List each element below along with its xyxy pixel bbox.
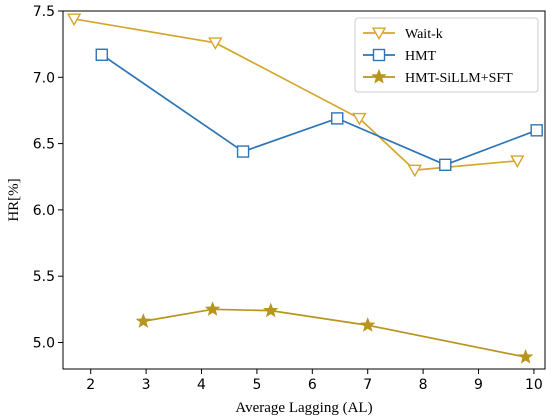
- y-axis-title: HR[%]: [6, 178, 22, 221]
- data-point: [135, 313, 152, 328]
- x-tick-label: 7: [363, 377, 372, 393]
- y-tick-label: 6.5: [33, 137, 55, 153]
- x-tick-label: 8: [419, 377, 428, 393]
- data-point: [439, 158, 452, 172]
- x-axis-title: Average Lagging (AL): [235, 400, 372, 416]
- data-point: [95, 48, 108, 61]
- data-point: [208, 37, 223, 50]
- legend-entry: Wait-k: [363, 27, 443, 42]
- data-point: [517, 348, 534, 364]
- legend-marker: [372, 48, 386, 62]
- data-point: [352, 112, 367, 126]
- data-point: [66, 13, 82, 27]
- x-tick-label: 5: [252, 377, 261, 393]
- legend-entry: HMT: [363, 48, 437, 64]
- data-point: [236, 145, 250, 158]
- x-tick-label: 4: [197, 377, 206, 393]
- x-tick-label: 3: [142, 377, 151, 393]
- y-tick-label: 7.5: [33, 4, 55, 20]
- data-point: [530, 124, 543, 137]
- y-tick-label: 6.0: [33, 203, 55, 219]
- data-point: [263, 302, 279, 318]
- series-hmt-sillm-sft: [135, 301, 534, 364]
- legend-marker: [371, 27, 387, 41]
- legend-entry: HMT-SiLLM+SFT: [363, 68, 513, 86]
- data-point: [331, 112, 344, 125]
- x-tick-label: 10: [525, 377, 543, 393]
- data-series: [66, 13, 543, 364]
- legend-label: HMT-SiLLM+SFT: [405, 71, 513, 86]
- y-tick-label: 7.0: [33, 70, 55, 86]
- series-line: [143, 308, 526, 358]
- axes-frame: [62, 10, 546, 370]
- x-tick-label: 2: [86, 377, 95, 393]
- legend-label: HMT: [405, 49, 437, 64]
- legend-marker: [371, 68, 387, 84]
- legend-label: Wait-k: [405, 27, 443, 42]
- legend: Wait-k HMT HMT-SiLLM+SFT: [354, 17, 539, 93]
- y-tick-label: 5.5: [33, 269, 55, 285]
- series-hmt: [95, 48, 543, 172]
- y-tick-label: 5.0: [33, 335, 55, 351]
- x-tick-label: 6: [308, 377, 317, 393]
- data-point: [510, 155, 525, 168]
- plot-border: [62, 10, 546, 370]
- legend-box: [354, 17, 539, 93]
- x-tick-label: 9: [474, 377, 483, 393]
- data-point: [360, 317, 376, 332]
- axis-ticks: 2 3 4 5 6 7 8 9 10 5.0 5.5 6.0 6.5 7.0 7.5: [33, 4, 543, 393]
- data-point: [407, 164, 423, 178]
- data-point: [204, 301, 221, 316]
